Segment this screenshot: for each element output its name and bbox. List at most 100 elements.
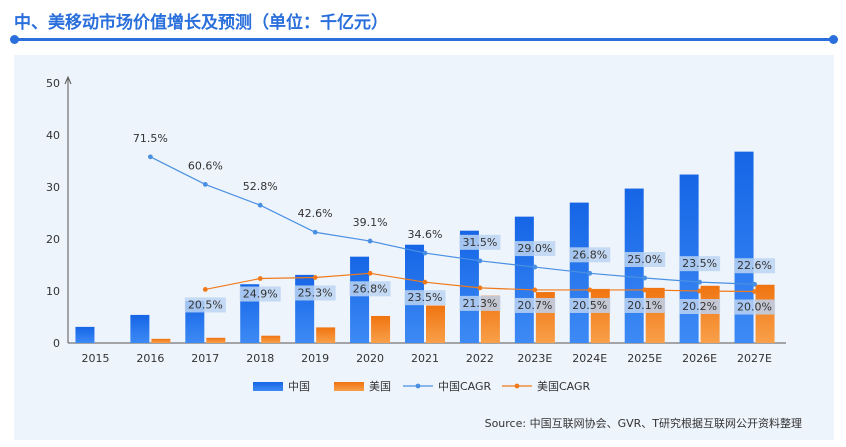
- usa-cagr-label: 26.8%: [353, 282, 388, 295]
- y-axis-arrow: [64, 75, 72, 85]
- x-tick-label: 2027E: [737, 352, 772, 365]
- usa-cagr-label-group: 25.3%: [294, 285, 336, 301]
- usa-cagr-point: [312, 275, 318, 280]
- usa-cagr-label-bg: [679, 299, 721, 314]
- china-cagr-point: [422, 250, 428, 256]
- usa-cagr-label-group: 24.9%: [239, 286, 281, 302]
- usa-cagr-label-bg: [404, 290, 446, 306]
- china-cagr-label-group: 22.6%: [734, 258, 776, 274]
- usa-cagr-label-bg: [349, 281, 391, 297]
- bar-usa: [151, 338, 171, 343]
- bar-usa: [316, 327, 336, 343]
- usa-cagr-label-group: 26.8%: [349, 281, 391, 297]
- usa-cagr-point: [202, 287, 208, 292]
- usa-cagr-point: [422, 279, 428, 285]
- usa-cagr-label: 24.9%: [243, 288, 278, 301]
- china-cagr-point: [367, 238, 373, 244]
- usa-cagr-label-bg: [569, 297, 611, 313]
- china-cagr-label-bg: [514, 241, 556, 257]
- chart-title: 中、美移动市场价值增长及预测（单位：千亿元）: [14, 13, 388, 33]
- legend-label-usa-cagr: 美国CAGR: [537, 380, 591, 393]
- x-tick-label: 2015: [81, 352, 109, 365]
- x-tick-label: 2023E: [517, 352, 552, 365]
- usa-cagr-label-bg: [624, 297, 666, 313]
- usa-cagr-label: 23.5%: [408, 291, 443, 304]
- legend-label-usa: 美国: [369, 380, 391, 393]
- china-cagr-label: 26.8%: [572, 248, 607, 261]
- bar-china: [130, 314, 150, 343]
- usa-cagr-label-group: 20.5%: [184, 297, 226, 313]
- china-cagr-label: 25.0%: [627, 253, 662, 266]
- china-cagr-point: [312, 229, 318, 235]
- china-cagr-label-group: 52.8%: [243, 180, 278, 193]
- legend: 中国 美国 中国CAGR 美国CAGR: [253, 380, 591, 393]
- legend-label-china: 中国: [288, 380, 310, 393]
- rule-dot-left: [10, 35, 19, 44]
- china-cagr-point: [697, 279, 703, 285]
- bar-usa: [206, 337, 226, 343]
- usa-cagr-point: [752, 289, 757, 294]
- usa-cagr-label-group: 23.5%: [404, 290, 446, 306]
- x-tick-label: 2022: [466, 352, 494, 365]
- usa-cagr-label-group: 20.5%: [569, 297, 611, 313]
- china-cagr-point: [257, 202, 263, 208]
- usa-cagr-label-group: 20.7%: [514, 297, 556, 313]
- china-cagr-label: 29.0%: [517, 242, 552, 255]
- china-cagr-point: [532, 264, 538, 270]
- usa-cagr-label-group: 21.3%: [459, 295, 501, 311]
- china-cagr-label-group: 71.5%: [133, 132, 168, 145]
- usa-cagr-label-group: 20.1%: [624, 297, 666, 313]
- usa-cagr-label-bg: [184, 297, 226, 313]
- china-cagr-label: 42.6%: [298, 207, 333, 220]
- title-rule: [14, 38, 834, 41]
- legend-dot-usa-cagr: [514, 383, 520, 389]
- x-tick-label: 2021: [411, 352, 439, 365]
- china-cagr-label: 31.5%: [462, 236, 497, 249]
- usa-cagr-label-bg: [239, 286, 281, 302]
- usa-cagr-label-bg: [514, 297, 556, 313]
- china-cagr-label-bg: [459, 234, 501, 250]
- usa-cagr-label-group: 20.0%: [734, 299, 776, 315]
- china-cagr-point: [587, 270, 593, 276]
- bar-usa: [590, 288, 610, 343]
- usa-cagr-label: 20.5%: [572, 299, 607, 312]
- bar-usa: [371, 315, 391, 343]
- y-tick-label: 20: [46, 233, 60, 246]
- usa-cagr-label: 20.7%: [517, 299, 552, 312]
- usa-cagr-label: 21.3%: [462, 297, 497, 310]
- china-cagr-line: [150, 156, 755, 285]
- bar-usa: [645, 287, 665, 343]
- y-tick-label: 10: [46, 285, 60, 298]
- china-cagr-label-group: 34.6%: [408, 228, 443, 241]
- usa-cagr-label-bg: [459, 295, 501, 311]
- usa-cagr-label: 20.5%: [188, 298, 223, 311]
- bar-china: [295, 274, 315, 343]
- china-cagr-label-group: 42.6%: [298, 207, 333, 220]
- usa-cagr-label: 20.1%: [627, 299, 662, 312]
- legend-swatch-usa: [334, 382, 364, 391]
- usa-cagr-point: [257, 276, 263, 281]
- china-cagr-label-group: 23.5%: [679, 256, 721, 272]
- china-cagr-label-group: 25.0%: [624, 252, 666, 267]
- usa-cagr-label-bg: [294, 285, 336, 301]
- usa-cagr-point: [532, 287, 538, 293]
- usa-cagr-point: [587, 287, 593, 293]
- x-tick-label: 2026E: [682, 352, 717, 365]
- china-cagr-label-bg: [734, 258, 776, 274]
- china-cagr-label-bg: [624, 252, 666, 267]
- x-tick-label: 2016: [136, 352, 164, 365]
- bar-china: [734, 151, 754, 343]
- bar-china: [350, 256, 370, 343]
- legend-swatch-china: [253, 382, 283, 391]
- usa-cagr-label: 20.2%: [682, 300, 717, 313]
- china-cagr-label: 22.6%: [737, 259, 772, 272]
- usa-cagr-point: [477, 285, 483, 291]
- legend-label-china-cagr: 中国CAGR: [438, 380, 492, 393]
- y-tick-label: 30: [46, 181, 60, 194]
- china-cagr-point: [147, 154, 153, 160]
- china-cagr-label: 39.1%: [353, 216, 388, 229]
- china-cagr-label-group: 31.5%: [459, 234, 501, 250]
- y-tick-label: 0: [53, 337, 60, 350]
- rule-dot-right: [829, 35, 838, 44]
- y-tick-label: 50: [46, 77, 60, 90]
